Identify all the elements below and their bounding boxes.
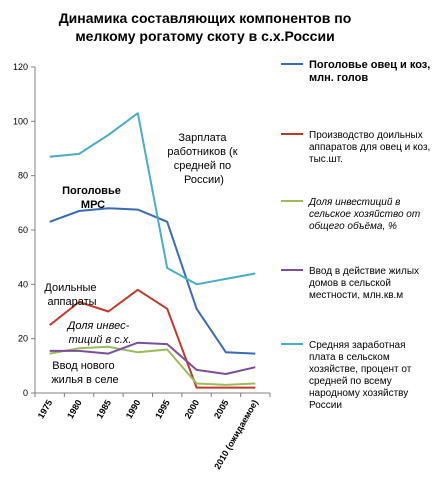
legend-salary-line-3: хозяйстве, процент от: [309, 364, 412, 375]
chart-title-line-1: Динамика составляющих компонентов по: [59, 10, 352, 26]
y-tick-label: 20: [18, 334, 28, 344]
chart-title-line-2: мелкому рогатому скоту в с.х.России: [75, 28, 334, 44]
legend-investment-line-2: сельское хозяйство от: [309, 209, 420, 220]
annotation-milking-line-2: аппараты: [47, 296, 96, 308]
x-tick-label: 1975: [36, 398, 55, 420]
x-tick-label: 1980: [65, 398, 84, 420]
legend-label-milking: Производство доильных аппаратов для овец…: [309, 130, 433, 165]
annotation-investment-line-2: тиций в с.х.: [69, 334, 132, 346]
y-tick-label: 60: [18, 225, 28, 235]
legend-housing-line-2: домов в сельской: [309, 278, 391, 289]
legend-label-housing: Ввод в действие жилых домов в сельской м…: [309, 266, 422, 301]
legend-label-investment: Доля инвестиций в сельское хозяйство от …: [308, 197, 423, 232]
annotation-salary-line-2: работников (к: [167, 146, 237, 158]
legend-investment-line-1: Доля инвестиций в: [308, 197, 400, 208]
series-line-5: [49, 112, 256, 286]
legend-item-investment: Доля инвестиций в сельское хозяйство от …: [281, 197, 423, 232]
legend-milking-line-3: тыс.шт.: [309, 154, 343, 165]
series-line-1: [49, 207, 256, 355]
x-tick-label: 1985: [94, 398, 113, 420]
legend-label-livestock: Поголовье овец и коз, млн. голов: [309, 59, 433, 84]
y-axis-ticks: 0 20 40 60 80 100 120: [13, 62, 35, 398]
legend-milking-line-2: аппаратов для овец и коз,: [309, 142, 430, 153]
annotation-housing-line-1: Ввод нового: [52, 360, 114, 372]
legend-salary-line-1: Средняя заработная: [309, 339, 406, 351]
annotation-investment: Доля инвес- тиций в с.х.: [66, 320, 133, 346]
legend-salary-line-4: средней по всему: [309, 376, 392, 387]
annotation-livestock-line-2: МРС: [81, 199, 105, 211]
y-tick-label: 100: [13, 116, 28, 126]
legend-livestock-line-2: млн. голов: [309, 72, 368, 84]
legend-item-housing: Ввод в действие жилых домов в сельской м…: [281, 266, 422, 301]
y-tick-label: 40: [18, 279, 28, 289]
legend-salary-line-6: России: [309, 400, 342, 411]
annotation-salary-line-4: России): [184, 174, 224, 186]
annotation-investment-line-1: Доля инвес-: [66, 320, 130, 332]
y-tick-label: 0: [23, 388, 28, 398]
legend-housing-line-1: Ввод в действие жилых: [309, 266, 419, 277]
series-line-4: [49, 341, 256, 375]
annotation-livestock-line-1: Поголовье: [62, 185, 121, 197]
series-line-2: [49, 288, 256, 389]
annotation-housing: Ввод нового жилья в селе: [51, 360, 118, 386]
chart-annotations: Зарплата работников (к средней по России…: [44, 132, 240, 386]
legend-salary-line-2: плата в сельском: [309, 352, 390, 363]
annotation-milking: Доильные аппараты: [44, 282, 99, 308]
x-tick-label: 2000: [183, 398, 202, 420]
x-tick-label: 1995: [153, 398, 172, 420]
series-lines: [49, 112, 256, 389]
legend-milking-line-1: Производство доильных: [309, 130, 423, 141]
legend-item-livestock: Поголовье овец и коз, млн. голов: [281, 59, 433, 84]
x-tick-label: 2005: [212, 398, 231, 420]
annotation-livestock: Поголовье МРС: [62, 185, 124, 211]
annotation-housing-line-2: жилья в селе: [51, 374, 118, 386]
y-tick-label: 80: [18, 171, 28, 181]
legend-investment-line-3: общего объёма, %: [309, 220, 397, 232]
x-tick-label: 1990: [124, 398, 143, 420]
annotation-salary-line-3: средней по: [174, 160, 231, 172]
legend-item-salary: Средняя заработная плата в сельском хозя…: [281, 339, 414, 411]
legend-livestock-line-1: Поголовье овец и коз,: [309, 59, 430, 71]
y-tick-label: 120: [13, 62, 28, 72]
legend-housing-line-3: местности, млн.кв.м: [309, 290, 403, 301]
legend-item-milking-machines: Производство доильных аппаратов для овец…: [281, 130, 433, 165]
legend-label-salary: Средняя заработная плата в сельском хозя…: [309, 339, 414, 411]
series-line-3: [49, 345, 256, 386]
annotation-salary-line-1: Зарплата: [178, 132, 227, 144]
chart-legend: Поголовье овец и коз, млн. голов Произво…: [281, 59, 433, 411]
annotation-milking-line-1: Доильные: [44, 282, 96, 294]
legend-salary-line-5: народному хозяйству: [309, 388, 408, 399]
annotation-salary: Зарплата работников (к средней по России…: [167, 132, 240, 186]
